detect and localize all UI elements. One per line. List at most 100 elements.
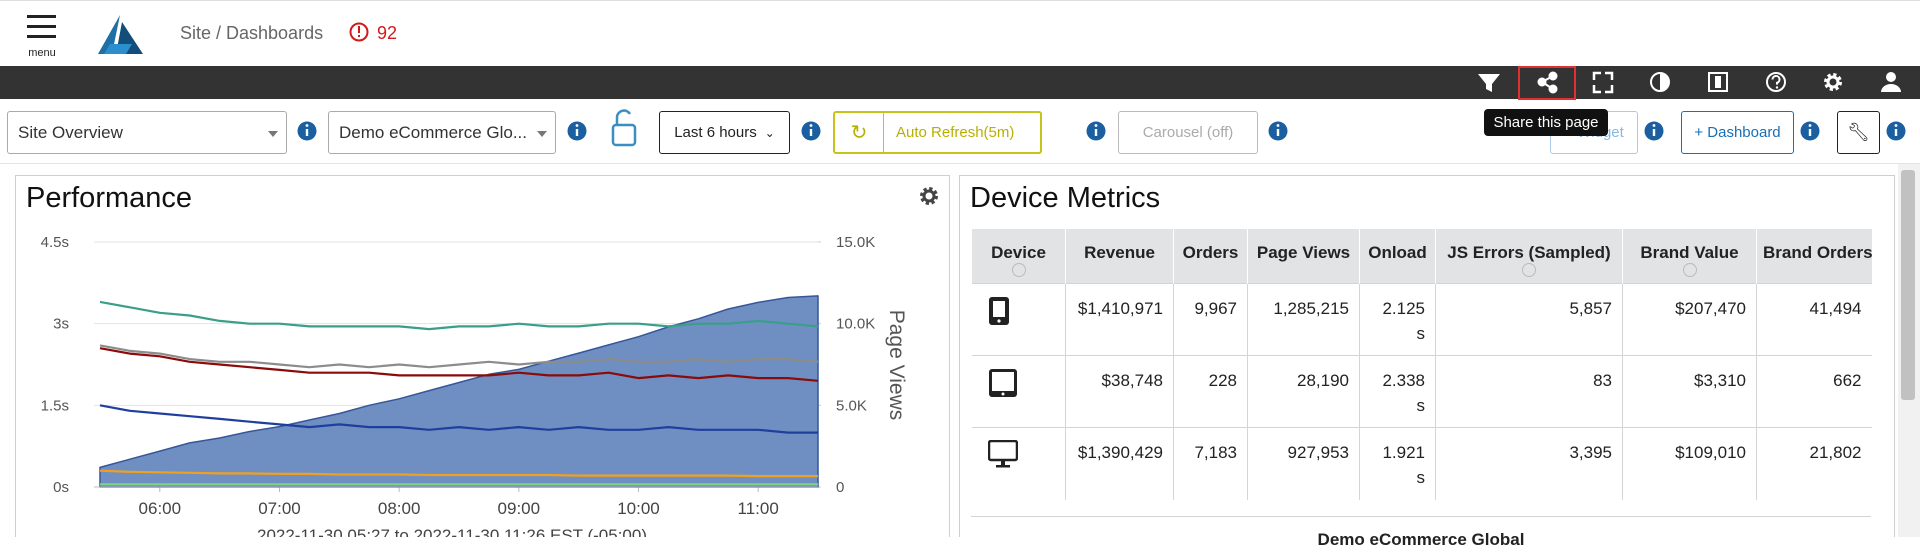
line [99, 300, 819, 331]
share-icon[interactable] [1537, 71, 1558, 94]
panel-title: Device Metrics [970, 182, 1160, 214]
phone-button [996, 319, 1001, 323]
filter-icon[interactable] [1478, 74, 1500, 92]
monitor-icon [987, 439, 1018, 468]
settings-icon[interactable] [1824, 73, 1842, 91]
column-header[interactable]: Onload [1359, 229, 1436, 284]
divider [0, 163, 1920, 164]
phone-screen [992, 301, 1005, 317]
user-icon[interactable] [1886, 72, 1896, 82]
breadcrumb[interactable]: Site / Dashboards [180, 23, 323, 43]
info-mark [1894, 129, 1898, 136]
line [99, 347, 819, 382]
table-cell: $3,310 [1622, 355, 1757, 428]
logo-part [98, 15, 120, 54]
y-tick-label: 3s [53, 316, 69, 333]
table-row: $1,410,971 9,967 1,285,215 2.125 s 5,857 $207… [971, 283, 1872, 356]
column-header[interactable]: Brand Orders [1756, 229, 1873, 284]
column-header[interactable]: Page Views [1247, 229, 1360, 284]
header-text: Brand Orders [1763, 243, 1873, 262]
lock-icon[interactable] [611, 109, 637, 147]
info-icon[interactable] [1086, 121, 1106, 141]
y2-tick-label: 5.0K [836, 397, 867, 414]
column-header[interactable]: Brand Value [1622, 229, 1757, 284]
dropdown-caret [268, 131, 278, 137]
line [99, 404, 818, 434]
info-icon[interactable] [1682, 263, 1697, 277]
info-icon[interactable] [1268, 121, 1288, 141]
panel-title: Performance [26, 182, 192, 214]
performance-chart: 0s 1.5s 3s 4.5s 0 5.0K 10.0K 15.0K 06:00 07:00 08:… [41, 234, 908, 537]
menu-bar [27, 25, 56, 28]
table-cell: $38,748 [1065, 355, 1174, 428]
device-cell [971, 355, 1066, 428]
caret: ⌄ [764, 125, 775, 140]
table-cell: 9,967 [1173, 283, 1248, 356]
phone-icon [988, 297, 1009, 325]
scroll-thumb[interactable] [1901, 170, 1915, 400]
x-tick-label: 10:00 [617, 499, 660, 518]
table-cell: $109,010 [1622, 427, 1757, 500]
header-text: Page Views [1256, 243, 1351, 262]
lock-body [611, 123, 637, 147]
contrast-half [1660, 73, 1669, 91]
button-text: Last 6 hours [674, 124, 757, 141]
info-icon[interactable] [1644, 121, 1664, 141]
info-icon[interactable] [801, 121, 821, 141]
time-range-button[interactable]: Last 6 hours ⌄ [659, 111, 790, 154]
fullscreen-icon[interactable] [1592, 71, 1614, 94]
share-highlight [1518, 66, 1576, 100]
table-cell: 1,285,215 [1247, 283, 1360, 356]
menu-bar [27, 35, 56, 38]
column-header[interactable]: Device [971, 229, 1066, 284]
wrench-button[interactable]: 🔧︎ [1837, 111, 1880, 154]
logo-part [104, 44, 132, 54]
dashboard-select[interactable]: Site Overview [7, 111, 287, 154]
monitor-screen [987, 439, 1018, 462]
carousel-button[interactable]: Carousel (off) [1118, 111, 1258, 154]
table-cell: 3,395 [1435, 427, 1623, 500]
table-cell: 662 [1756, 355, 1872, 428]
alert-mark [358, 26, 360, 33]
film-icon[interactable] [1708, 72, 1728, 92]
info-icon[interactable] [1886, 121, 1906, 141]
info-icon[interactable] [567, 121, 587, 141]
column-header[interactable]: Revenue [1065, 229, 1174, 284]
table-cell: $207,470 [1622, 283, 1757, 356]
x-tick-label: 07:00 [258, 499, 301, 518]
footer-text: Demo eCommerce Global [1317, 530, 1525, 549]
info-mark [1094, 129, 1098, 136]
alert-count[interactable]: 92 [377, 23, 397, 43]
table-cell: 5,857 [1435, 283, 1623, 356]
line [99, 344, 819, 369]
table-cell: $1,410,971 [1065, 283, 1174, 356]
info-icon[interactable] [297, 121, 317, 141]
add-dashboard-button[interactable]: + Dashboard [1681, 111, 1794, 154]
info-icon[interactable] [1522, 263, 1536, 277]
column-header[interactable]: JS Errors (Sampled) [1435, 229, 1623, 284]
table-cell: 2.338 s [1359, 355, 1436, 428]
help-icon[interactable] [1766, 72, 1786, 92]
info-icon[interactable] [1800, 121, 1820, 141]
alert-icon[interactable] [349, 22, 369, 42]
line [99, 469, 818, 478]
column-header[interactable]: Orders [1173, 229, 1248, 284]
info-dot [1894, 124, 1898, 127]
table-cell: 927,953 [1247, 427, 1360, 500]
tablet-screen [991, 372, 1014, 391]
info-dot [1276, 124, 1280, 127]
logo[interactable] [98, 15, 143, 54]
site-select[interactable]: Demo eCommerce Glo... [328, 111, 556, 154]
x-axis-label: 2022-11-30 05:27 to 2022-11-30 11:26 EST… [257, 526, 647, 537]
table-cell: 21,802 [1756, 427, 1872, 500]
lock-shackle [615, 109, 632, 125]
panel-settings[interactable] [920, 187, 938, 205]
menu-icon[interactable] [27, 15, 56, 38]
auto-refresh-button[interactable]: ↻ Auto Refresh(5m) [833, 111, 1042, 154]
table-cell: 41,494 [1756, 283, 1872, 356]
y-tick-label: 4.5s [41, 234, 69, 251]
refresh-icon[interactable]: ↻ [835, 113, 884, 152]
info-icon[interactable] [1011, 263, 1026, 277]
tablet-icon [988, 369, 1017, 397]
share-dot [1548, 84, 1558, 94]
